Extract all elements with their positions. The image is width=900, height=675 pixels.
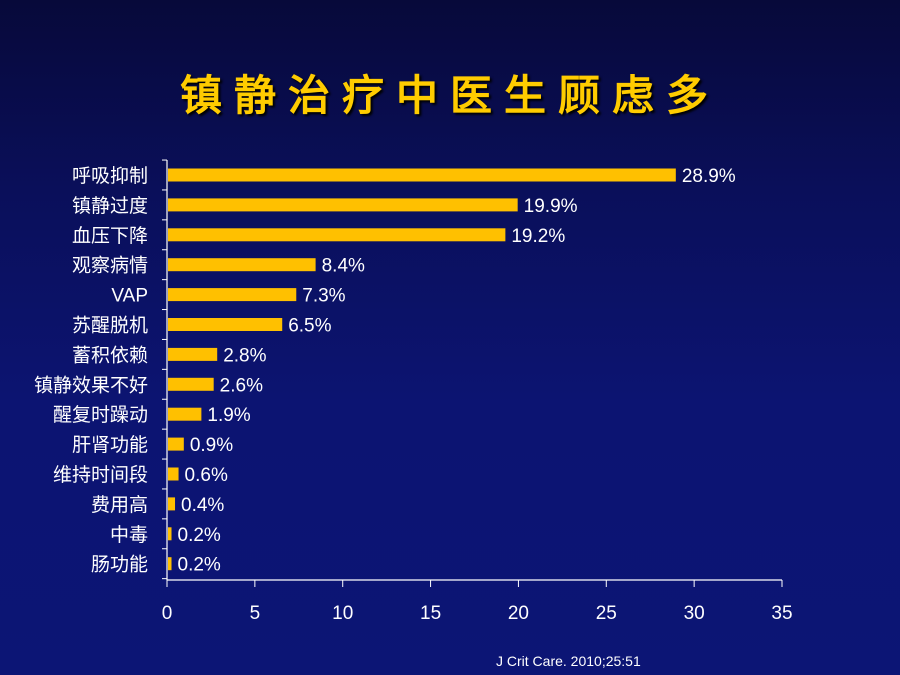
x-tick-label: 20 (508, 603, 529, 624)
chart-labels: 0 5 10 15 20 25 30 35 呼吸抑制 28.9% 镇静过度 19.9% 血压下降 19.2… (34, 165, 793, 624)
bar (168, 258, 316, 272)
category-label: 维持时间段 (53, 464, 148, 486)
category-label: VAP (111, 286, 148, 307)
bar (168, 377, 214, 391)
category-label: 肝肾功能 (72, 434, 148, 456)
bar (168, 347, 218, 361)
category-label: 醒复时躁动 (53, 404, 148, 426)
data-label: 0.9% (190, 435, 233, 456)
slide-title: 镇静治疗中医生顾虑多 (179, 71, 720, 120)
chart-bars (168, 168, 676, 571)
category-label: 肠功能 (91, 554, 148, 576)
data-label: 19.9% (524, 196, 578, 217)
data-label: 8.4% (322, 256, 365, 277)
data-label: 2.6% (220, 375, 263, 396)
category-label: 苏醒脱机 (72, 315, 148, 337)
bar (168, 318, 283, 331)
bar (168, 288, 297, 302)
x-tick-label: 5 (250, 603, 261, 624)
bar (168, 467, 179, 481)
x-tick-label: 30 (684, 603, 705, 624)
data-label: 0.2% (178, 555, 221, 576)
category-label: 中毒 (110, 524, 148, 546)
bar (168, 198, 518, 212)
bar (168, 557, 172, 571)
data-label: 1.9% (207, 405, 250, 426)
data-label: 19.2% (511, 226, 565, 247)
x-tick-label: 25 (596, 603, 617, 624)
data-label: 0.4% (181, 495, 224, 516)
bar (168, 497, 176, 511)
category-label: 观察病情 (72, 255, 148, 277)
data-label: 0.2% (178, 525, 221, 546)
data-label: 7.3% (302, 286, 345, 307)
category-label: 呼吸抑制 (72, 165, 148, 187)
source-citation: J Crit Care. 2010;25:51 (496, 653, 641, 669)
category-label: 费用高 (91, 494, 148, 516)
category-label: 蓄积依赖 (72, 344, 148, 366)
bar (168, 228, 506, 242)
bar (168, 168, 676, 182)
x-tick-label: 10 (332, 603, 353, 624)
x-tick-label: 15 (420, 603, 441, 624)
bar (168, 527, 172, 541)
bar (168, 407, 202, 421)
x-tick-label: 35 (771, 603, 792, 624)
x-tick-label: 0 (162, 603, 173, 624)
data-label: 2.8% (223, 345, 266, 366)
data-label: 0.6% (185, 465, 228, 486)
category-label: 镇静过度 (72, 195, 148, 217)
data-label: 28.9% (682, 166, 736, 187)
chart-axes (162, 159, 783, 587)
data-label: 6.5% (288, 316, 331, 337)
category-label: 镇静效果不好 (34, 374, 148, 396)
category-label: 血压下降 (72, 225, 148, 247)
bar (168, 437, 184, 451)
